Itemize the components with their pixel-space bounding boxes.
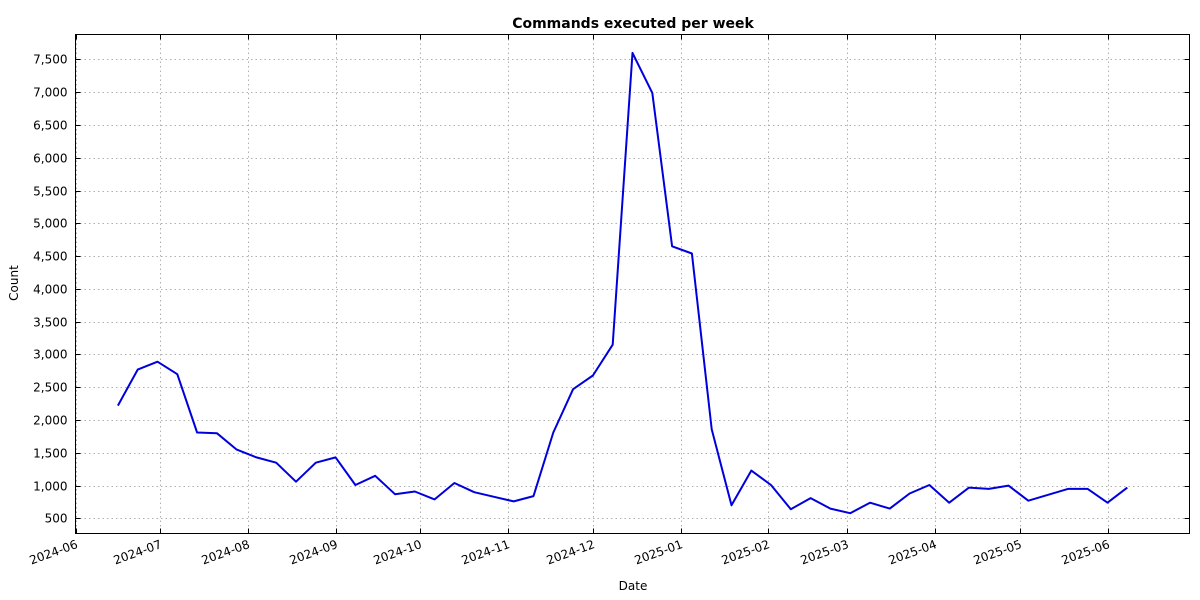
y-tick-label: 4,500 [33,250,67,264]
x-axis: 2024-06 2024-07 2024-08 2024-09 2024-10 2024-… [28,34,1112,567]
x-tick-label: 2024-11 [460,537,512,567]
y-tick-label: 1,500 [33,447,67,461]
series-layer [117,51,1128,515]
x-tick-label: 2025-02 [720,537,772,567]
y-tick-label: 5,500 [33,185,67,199]
x-tick-label: 2024-12 [545,537,597,567]
x-tick-label: 2024-06 [28,537,80,567]
y-tick-label: 7,000 [33,86,67,100]
y-tick-label: 5,000 [33,217,67,231]
y-tick-label: 2,500 [33,381,67,395]
x-tick-label: 2024-09 [288,537,340,567]
y-tick-label: 6,500 [33,119,67,133]
x-tick-label: 2024-10 [372,537,424,567]
x-tick-label: 2024-07 [112,537,164,567]
x-tick-label: 2025-04 [887,537,939,567]
y-tick-label: 2,000 [33,414,67,428]
series-line-0 [117,51,1128,515]
y-tick-label: 4,000 [33,283,67,297]
y-tick-label: 1,000 [33,480,67,494]
y-tick-label: 6,000 [33,152,67,166]
x-tick-label: 2025-05 [972,537,1024,567]
x-tick-label: 2025-03 [799,537,851,567]
x-tick-label: 2025-06 [1060,537,1112,567]
chart-title: Commands executed per week [512,16,754,32]
y-tick-label: 7,500 [33,53,67,67]
plot-frame [75,34,1190,534]
y-axis-label: Count [7,265,21,301]
y-tick-label: 3,000 [33,348,67,362]
grid [75,34,1190,534]
x-axis-label: Date [619,579,648,593]
y-tick-label: 500 [45,512,68,526]
x-tick-label: 2025-01 [633,537,685,567]
x-tick-label: 2024-08 [200,537,252,567]
y-axis: 500 1,000 1,500 2,000 2,500 3,000 3,500 4,000 4,… [33,53,1190,526]
y-tick-label: 3,500 [33,316,67,330]
